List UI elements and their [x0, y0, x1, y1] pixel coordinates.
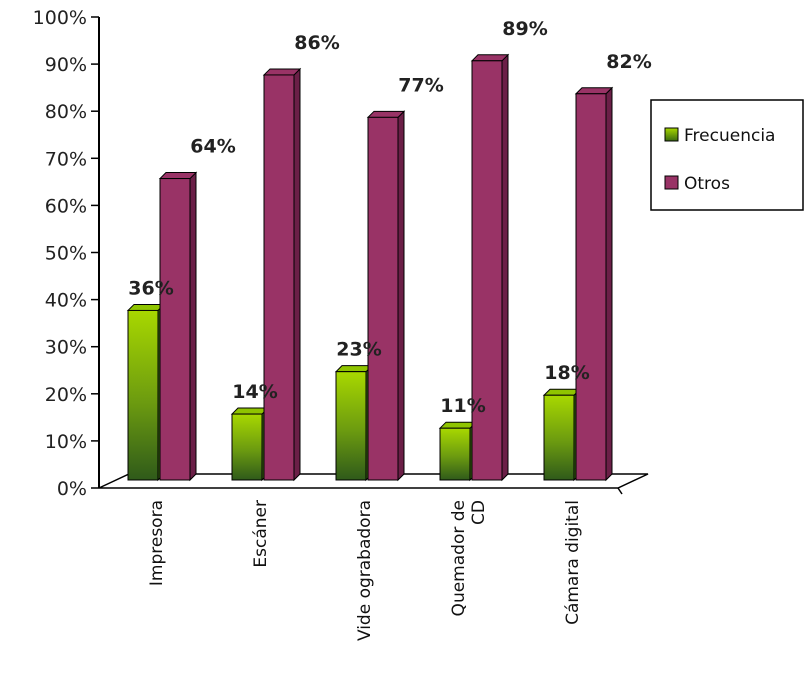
bar-otros-top — [158, 172, 198, 180]
data-label-frecuencia: 18% — [544, 362, 589, 384]
bar-otros-side — [293, 67, 301, 482]
data-label-otros: 64% — [190, 136, 235, 158]
bar-frecuencia-top — [230, 407, 270, 415]
legend-swatch — [664, 127, 679, 142]
bar-frecuencia — [127, 309, 159, 481]
bar-otros-side — [501, 53, 509, 482]
bar-otros-top — [366, 110, 406, 118]
bar-otros — [159, 178, 191, 481]
bar-otros — [471, 60, 503, 481]
bar-frecuencia — [335, 371, 367, 481]
y-tick-label: 90% — [45, 54, 87, 76]
y-tick-label: 80% — [45, 101, 87, 123]
category-label-group: Escáner — [251, 500, 271, 568]
data-label-otros: 89% — [502, 18, 547, 40]
legend-label: Frecuencia — [684, 126, 775, 146]
bar-otros-top — [470, 54, 510, 62]
floor-edge — [617, 487, 623, 495]
bar-otros-side — [605, 86, 613, 482]
category-label-group: Impresora — [147, 500, 167, 586]
category-label-group: Vide ograbadora — [355, 500, 375, 641]
bar-otros — [263, 74, 295, 481]
bar-otros — [367, 116, 399, 481]
data-label-frecuencia: 36% — [128, 277, 173, 299]
bar-frecuencia-top — [126, 303, 166, 311]
data-label-otros: 82% — [606, 51, 651, 73]
bar-otros — [575, 93, 607, 481]
bar-frecuencia-top — [334, 365, 374, 373]
data-label-frecuencia: 11% — [440, 395, 485, 417]
data-label-otros: 86% — [294, 32, 339, 54]
bar-frecuencia — [231, 413, 263, 481]
bar-otros-side — [189, 171, 197, 482]
legend-box — [650, 99, 804, 211]
data-label-otros: 77% — [398, 74, 443, 96]
category-label: Impresora — [147, 500, 167, 586]
legend-swatch — [664, 175, 679, 190]
category-label: Escáner — [251, 500, 271, 568]
bar-frecuencia — [543, 394, 575, 481]
data-label-frecuencia: 14% — [232, 381, 277, 403]
bar-frecuencia — [439, 427, 471, 481]
category-label: Quemador de — [449, 500, 469, 616]
category-label: Cámara digital — [563, 500, 583, 625]
data-label-frecuencia: 23% — [336, 339, 381, 361]
bar-otros-side — [397, 110, 405, 482]
category-label: CD — [469, 500, 489, 525]
y-tick-label: 10% — [45, 431, 87, 453]
y-tick-label: 30% — [45, 337, 87, 359]
bar-frecuencia-top — [542, 388, 582, 396]
bar-otros-top — [574, 87, 614, 95]
axes-layer: 0% 10% 20% 30% 40% 50% 60% 70% 80% 90% 100% — [33, 7, 100, 500]
y-tick-label: 50% — [45, 243, 87, 265]
y-tick-label: 70% — [45, 148, 87, 170]
y-tick-label: 40% — [45, 290, 87, 312]
category-label-group: Quemador de CD — [449, 500, 489, 616]
y-tick-label: 60% — [45, 195, 87, 217]
legend-label: Otros — [684, 174, 730, 194]
labels-layer: 36% 64% Impresora 14% 86% Escáner 23% 77% Vide o… — [128, 18, 651, 641]
bar-frecuencia-top — [438, 421, 478, 429]
bar-otros-top — [262, 68, 302, 76]
category-label-group: Cámara digital — [563, 500, 583, 625]
y-tick-label: 0% — [57, 478, 87, 500]
category-label: Vide ograbadora — [355, 500, 375, 641]
legend: Frecuencia Otros — [650, 99, 804, 211]
y-tick-label: 100% — [33, 7, 87, 29]
y-tick-label: 20% — [45, 384, 87, 406]
bars-layer — [126, 53, 614, 482]
